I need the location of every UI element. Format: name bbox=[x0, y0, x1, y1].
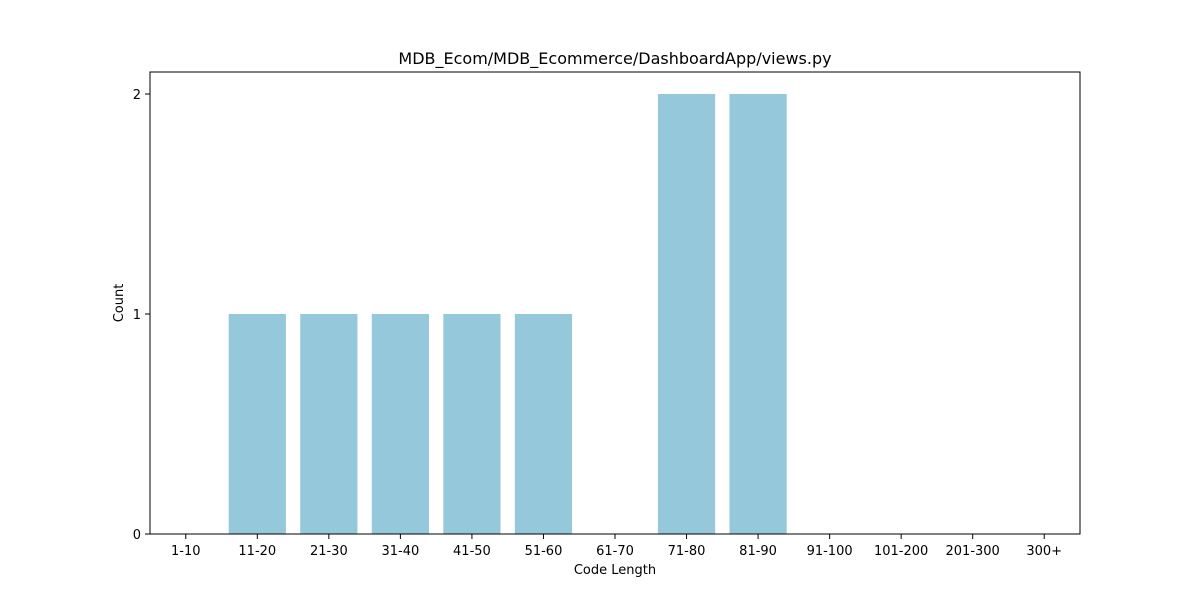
x-axis-label: Code Length bbox=[574, 563, 656, 578]
x-tick-label: 201-300 bbox=[946, 544, 1000, 559]
bar-31-40 bbox=[371, 314, 429, 534]
bar-71-80 bbox=[657, 94, 716, 534]
bar-11-20 bbox=[228, 314, 286, 534]
x-axis-ticks: 1-10 11-20 21-30 31-40 41-50 51-60 61-70 71-80 8… bbox=[171, 534, 1062, 559]
bars-group bbox=[228, 94, 787, 534]
y-tick-label: 0 bbox=[133, 528, 141, 543]
x-tick-label: 71-80 bbox=[668, 544, 706, 559]
bar-41-50 bbox=[443, 314, 501, 534]
x-tick-label: 41-50 bbox=[453, 544, 491, 559]
x-tick-label: 101-200 bbox=[874, 544, 928, 559]
x-tick-label: 21-30 bbox=[310, 544, 348, 559]
plot-frame bbox=[149, 71, 1081, 535]
chart-title: MDB_Ecom/MDB_Ecommerce/DashboardApp/view… bbox=[398, 49, 831, 69]
bar-51-60 bbox=[514, 314, 573, 534]
x-tick-label: 51-60 bbox=[525, 544, 563, 559]
y-tick-label: 2 bbox=[133, 88, 141, 103]
y-axis-label: Count bbox=[112, 284, 127, 323]
x-tick-label: 81-90 bbox=[739, 544, 777, 559]
x-tick-label: 11-20 bbox=[238, 544, 276, 559]
bar-21-30 bbox=[300, 314, 358, 534]
x-tick-label: 61-70 bbox=[596, 544, 634, 559]
x-tick-label: 300+ bbox=[1026, 544, 1062, 559]
y-axis-ticks: 0 1 2 bbox=[133, 88, 150, 543]
x-tick-label: 91-100 bbox=[807, 544, 853, 559]
bar-81-90 bbox=[729, 94, 787, 534]
y-tick-label: 1 bbox=[133, 308, 141, 323]
x-tick-label: 31-40 bbox=[381, 544, 419, 559]
x-tick-label: 1-10 bbox=[171, 544, 201, 559]
